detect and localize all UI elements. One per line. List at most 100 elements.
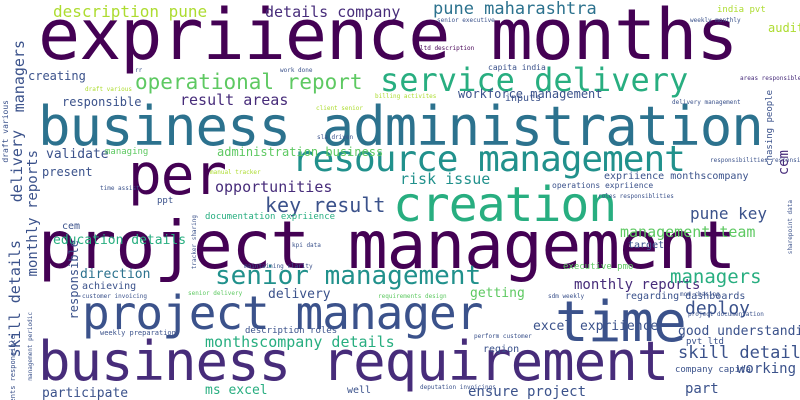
word-responsibilities-responsible: billing activites [375,93,437,100]
word-project-implementation: requirements design [378,293,447,300]
word-perform-customer: mom chasing [680,291,720,298]
word-india-pvt: cem [62,221,81,232]
word-draft-various: rr [135,67,143,74]
word-details-company: details company [265,3,401,21]
word-requirements-design: kpi data [292,242,321,249]
word-sharepoint-data: delivery management [672,99,741,106]
word-time: time [555,290,687,355]
word-chasing-people: areas responsible [740,75,800,82]
word-management-team: management team [620,223,756,241]
word-present: working relationship [737,361,800,377]
word-achieving: education details [53,233,187,248]
word-requirements-responsible: customer invoicing [82,293,148,300]
word-business-requirement: business requirement [38,330,669,393]
word-description-roles: target [628,240,665,251]
word-rr: excel expriience [533,319,659,334]
word-delivery-management: ltd description [420,45,475,52]
word-working-relationship: ensure project [468,384,587,400]
word-ltd-description: ppt [157,196,174,206]
word-customer-invoicing: roles responsiblities [598,193,674,200]
word-ms-excel: skill details [678,343,800,363]
word-project-documentation: operations expriience [552,181,654,190]
word-pune-maharashtra: pune maharashtra [433,0,597,19]
word-management-periodic: senior delivery [188,290,243,297]
word-sla-driven: work done [280,67,313,74]
word-expriience-months: expriience months [38,0,738,76]
word-creating: getting [470,286,525,301]
word-implementation-management: sdm weekly [548,293,585,300]
word-deputation-invoicings: project documentation [688,311,764,318]
word-kpi-data: sla driven [317,134,354,141]
word-part: managers [670,266,762,288]
word-data-based: deputation invoicings [420,384,496,391]
word-workforce-management: achieving [82,281,137,292]
word-cem: workforce management [458,87,603,101]
word-managing: creating [28,69,86,83]
word-service-delivery: service delivery [380,61,689,99]
word-result-areas: result areas [180,91,289,109]
word-operations-expriience: chasing people [765,90,775,166]
word-resource-management: resource management [292,139,686,180]
word-target: administration business [217,145,384,159]
word-company-capita: managing [105,147,149,157]
word-manual-tracker: client senior [316,105,363,112]
word-weekly-preparation: tracker sharing [191,215,198,270]
word-pvt-ltd: well [347,385,372,396]
word-delivery: delivery [8,130,26,203]
word-participate: monthly reports [574,277,701,293]
word-project-manager: project manager [82,286,483,340]
word-administration-business: region [483,344,520,355]
word-senior-executive: description roles [245,326,338,336]
word-invoicings-billing: perform customer [474,333,532,340]
word-expriience-monthscompany: cem [776,150,792,176]
word-roles-responsiblities: draft various [1,100,10,163]
word-key-result: key result [265,193,386,217]
word-ppt: auditing work [768,21,800,35]
word-managers: managers [10,40,28,113]
word-education-details: participate [42,386,129,400]
word-getting: validate [46,147,109,162]
word-excel-expriience: pvt ltd [686,337,724,347]
word-monthscompany-details: monthscompany details [205,333,395,351]
word-opportunities: opportunities [215,178,333,196]
word-weekly-monthly: documentation expriience [205,212,336,222]
word-client-senior: senior executive [437,17,495,24]
word-various-reports: requirements responsible [9,335,17,400]
word-description-pune: description pune [53,2,208,21]
word-delivery-management-vertical: management periodic [27,312,34,381]
word-per: per [128,143,227,208]
word-regarding-dashboards: inputs [505,93,542,104]
word-executive-pmo: india pvt [717,5,766,15]
word-tracker-sharing: responsibilities responsible [710,157,800,164]
word-structured-reports: weekly preparation [100,329,176,337]
word-monthly-reports: monthly reports [25,150,41,277]
word-direction: good understanding [678,324,800,339]
word-well: responsible [62,95,142,109]
word-project-management: project management [38,207,736,284]
word-areas-responsible: executive pmo [563,262,634,272]
word-ensure-project: delivery [268,287,331,302]
word-auditing-work: regarding dashboards [625,291,746,302]
word-risk-issue: risk issue [400,170,491,188]
word-operational-report: operational report [135,70,363,94]
word-pune-key: pune key [690,204,768,223]
word-business-administration: business administration [38,95,764,158]
word-capita-india: company capita [675,365,751,375]
word-region: present [42,165,93,179]
word-billing-activites: weekly monthly [690,17,741,24]
word-good-understanding: ms excel [205,383,268,398]
word-documentation-expriience: expriience monthscompany [604,171,749,182]
word-inputs: direction [80,267,151,282]
word-time-assist: draft various [85,86,132,93]
word-creation: creation [393,177,617,233]
word-mom-chasing: sharepoint data [787,200,794,255]
word-responsible: responsible [67,240,81,320]
word-work-done: capita india [488,63,546,72]
word-validate: part [685,381,719,397]
word-senior-management: senior management [215,261,482,291]
word-senior-delivery: time assist [100,185,140,192]
word-deploy: deploy [685,298,751,319]
word-sdm-weekly: maintaining clarity [244,263,313,270]
word-maintaining-clarity: manual tracker [210,169,261,176]
